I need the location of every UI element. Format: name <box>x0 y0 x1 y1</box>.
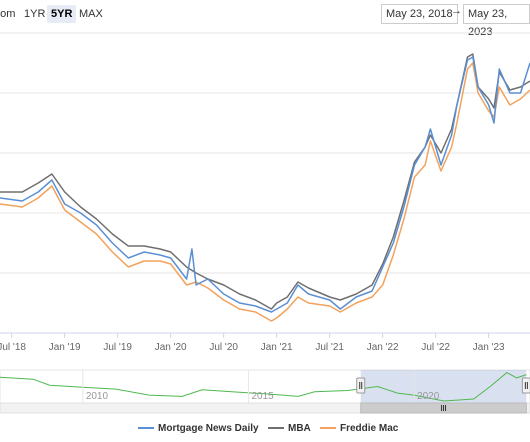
legend-label-mnd: Mortgage News Daily <box>158 423 259 434</box>
x-tick-label: Jan '21 <box>261 342 293 353</box>
x-axis-ticks: Jul '18 Jan '19 Jul '19 Jan '20 Jul '20 Jan '… <box>0 333 505 353</box>
x-tick-label: Jul '19 <box>103 342 132 353</box>
range-navigator[interactable]: 2010 2015 2020 <box>0 369 530 414</box>
navigator-year-label: 2015 <box>251 391 274 402</box>
navigator-scrollbar[interactable] <box>0 402 530 414</box>
date-range-arrow: → <box>451 5 462 17</box>
navigator-handle-left[interactable] <box>356 377 366 394</box>
chart-series-lines <box>0 53 530 322</box>
legend-swatch-mnd <box>138 427 154 430</box>
navigator-selection[interactable] <box>360 370 527 403</box>
range-button-1yr[interactable]: 1YR <box>24 8 46 20</box>
chart-gridlines <box>0 32 530 334</box>
navigator-year-label: 2010 <box>86 391 109 402</box>
date-to-input[interactable]: May 23, 2023 <box>463 4 530 38</box>
x-tick-label: Jul '20 <box>209 342 238 353</box>
x-tick-label: Jan '23 <box>473 342 505 353</box>
navigator-year-label: 2020 <box>417 391 440 402</box>
x-tick-label: Jul '22 <box>421 342 450 353</box>
legend-swatch-mba <box>268 427 284 430</box>
x-tick-label: Jan '19 <box>49 342 81 353</box>
series-line-mba[interactable] <box>0 53 530 310</box>
series-line-freddie-mac[interactable] <box>0 62 530 322</box>
legend-label-freddie: Freddie Mac <box>340 423 399 434</box>
mortgage-rate-chart: Jul '18 Jan '19 Jul '19 Jan '20 Jul '20 Jan '… <box>0 32 530 414</box>
legend-label-mba: MBA <box>288 423 311 434</box>
x-tick-label: Jan '20 <box>155 342 187 353</box>
range-button-5yr[interactable]: 5YR <box>47 5 77 23</box>
range-toolbar: oom 1YR 5YR MAX May 23, 2018 → May 23, 2… <box>0 0 530 38</box>
chart-legend: Mortgage News Daily MBA Freddie Mac <box>0 420 530 440</box>
series-line-mortgage-news-daily[interactable] <box>0 56 530 313</box>
navigator-background <box>0 369 530 404</box>
x-tick-label: Jul '18 <box>0 342 26 353</box>
legend-item-freddie-mac[interactable]: Freddie Mac <box>320 423 398 434</box>
x-tick-label: Jul '21 <box>315 342 344 353</box>
legend-item-mba[interactable]: MBA <box>268 423 311 434</box>
navigator-series-line <box>0 371 527 402</box>
legend-swatch-freddie <box>320 427 336 430</box>
range-button-max[interactable]: MAX <box>79 8 103 20</box>
date-from-input[interactable]: May 23, 2018 <box>381 4 458 24</box>
zoom-label: oom <box>0 8 16 20</box>
legend-item-mortgage-news-daily[interactable]: Mortgage News Daily <box>138 423 259 434</box>
navigator-handle-right[interactable] <box>521 377 530 394</box>
x-tick-label: Jan '22 <box>367 342 399 353</box>
